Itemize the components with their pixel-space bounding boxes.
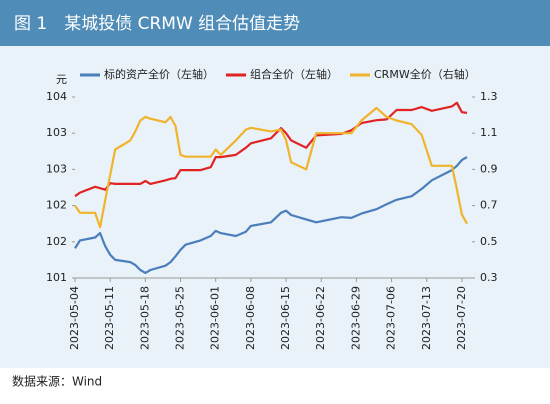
- x-tick-label: 2023-05-04: [68, 286, 81, 350]
- y2-tick-label: 1.3: [480, 90, 498, 103]
- legend-label: 组合全价（左轴）: [250, 67, 338, 81]
- y-tick-label: 101: [46, 271, 67, 284]
- x-tick-label: 2023-06-22: [314, 286, 327, 350]
- x-tick-label: 2023-06-08: [244, 286, 257, 350]
- y2-tick-label: 0.7: [480, 199, 498, 212]
- y2-tick-label: 0.9: [480, 162, 498, 175]
- x-tick-label: 2023-05-18: [138, 286, 151, 350]
- x-tick-label: 2023-07-20: [455, 286, 468, 350]
- legend-label: 标的资产全价（左轴）: [104, 67, 214, 81]
- y2-tick-label: 1.1: [480, 126, 498, 139]
- y-tick-label: 104: [46, 90, 67, 103]
- x-tick-label: 2023-06-29: [349, 286, 362, 350]
- series-line: [74, 156, 468, 274]
- x-tick-label: 2023-05-11: [103, 286, 116, 350]
- chart-background: [0, 46, 550, 368]
- y2-tick-label: 0.5: [480, 235, 498, 248]
- x-tick-label: 2023-07-06: [385, 286, 398, 350]
- header-bar: [0, 0, 550, 46]
- y-tick-label: 103: [46, 126, 67, 139]
- series-line: [74, 106, 468, 229]
- y-tick-label: 102: [46, 235, 67, 248]
- y2-tick-label: 0.3: [480, 271, 498, 284]
- y-unit: 元: [56, 73, 67, 86]
- source-note: 数据来源：Wind: [12, 374, 102, 389]
- series-line: [74, 101, 468, 198]
- y-tick-label: 102: [46, 199, 67, 212]
- legend-label: CRMW全价（右轴）: [374, 67, 476, 81]
- chart-title: 图 1 某城投债 CRMW 组合估值走势: [14, 14, 300, 34]
- x-tick-label: 2023-05-25: [174, 286, 187, 350]
- x-tick-label: 2023-06-15: [279, 286, 292, 350]
- y-tick-label: 103: [46, 162, 67, 175]
- x-tick-label: 2023-06-01: [209, 286, 222, 350]
- x-tick-label: 2023-07-13: [420, 286, 433, 350]
